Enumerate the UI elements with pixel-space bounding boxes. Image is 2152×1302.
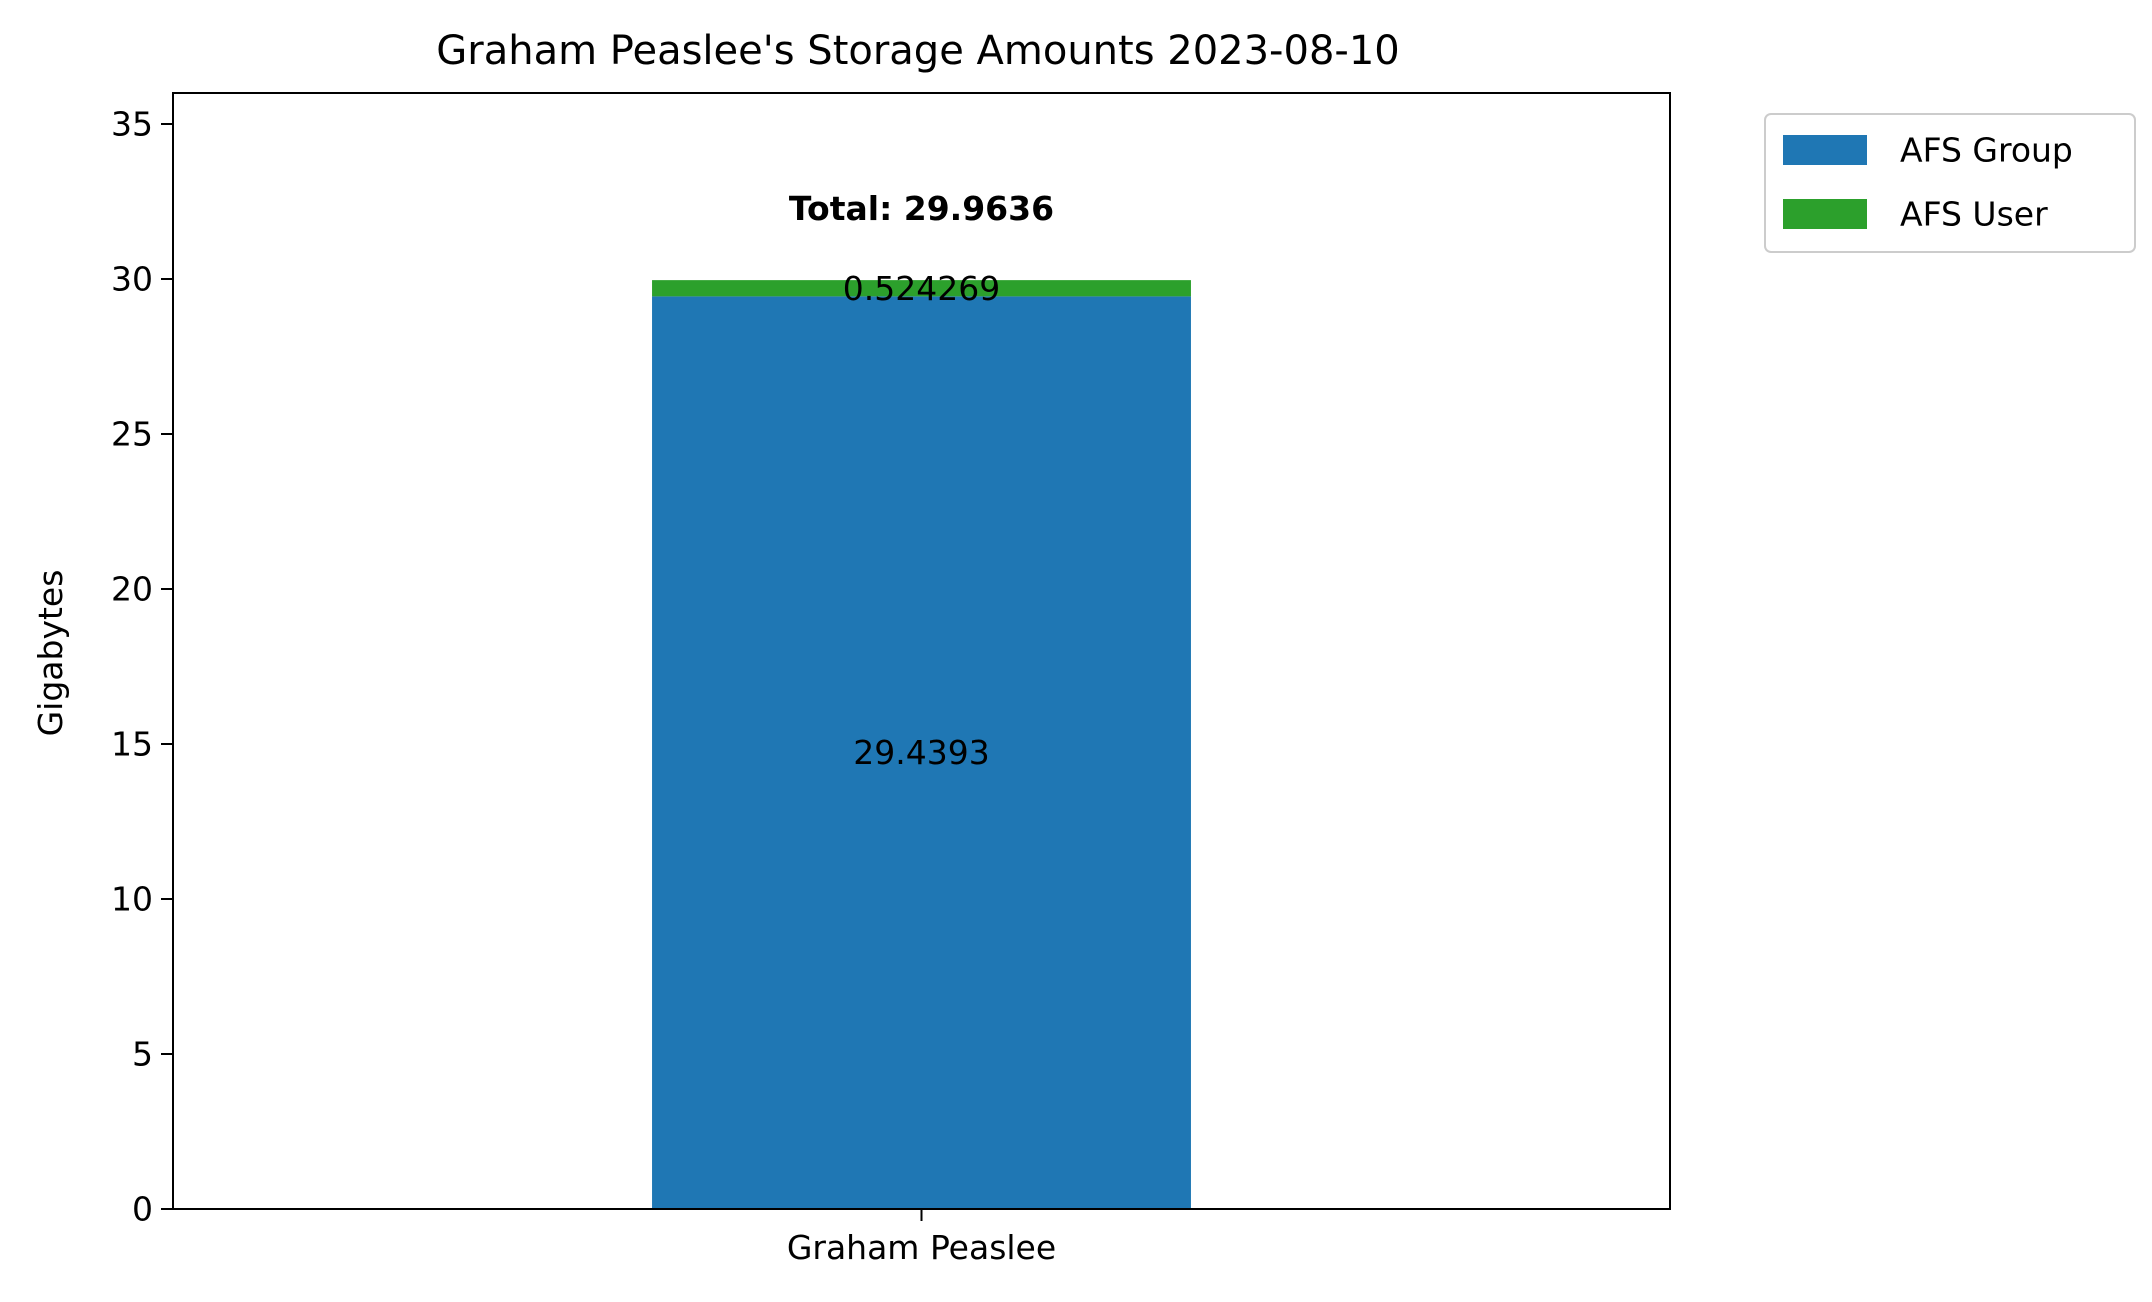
y-axis-label: Gigabytes	[31, 570, 70, 737]
bar-value-label: 29.4393	[853, 733, 989, 772]
legend-entry-label: AFS Group	[1900, 131, 2073, 170]
y-tick-label: 30	[111, 260, 153, 299]
y-tick-label: 25	[111, 415, 153, 454]
bar-segment-afs-user[interactable]	[652, 280, 1191, 297]
y-tick-label: 15	[111, 725, 153, 764]
legend-swatch	[1783, 199, 1867, 229]
bar-segment-afs-group[interactable]	[652, 296, 1191, 1209]
total-label: Total: 29.9636	[789, 189, 1054, 228]
plot-frame	[172, 92, 1671, 1210]
legend[interactable]: AFS Group AFS User	[1764, 113, 2136, 253]
y-tick-label: 5	[132, 1035, 153, 1074]
y-tick-label: 35	[111, 105, 153, 144]
y-tick-label: 10	[111, 880, 153, 919]
legend-swatch	[1783, 135, 1867, 165]
y-tick-label: 0	[132, 1190, 153, 1229]
y-tick-label: 20	[111, 570, 153, 609]
y-axis: 0 5 10 15 20 25 30 35	[111, 105, 173, 1229]
legend-entry-label: AFS User	[1900, 195, 2048, 234]
chart-title: Graham Peaslee's Storage Amounts 2023-08…	[436, 28, 1399, 74]
x-tick-label: Graham Peaslee	[787, 1228, 1056, 1267]
plot-area: 29.4393 0.524269 Total: 29.9636	[652, 189, 1191, 1209]
bar-value-label: 0.524269	[843, 269, 1000, 308]
x-axis: Graham Peaslee	[787, 1209, 1056, 1267]
